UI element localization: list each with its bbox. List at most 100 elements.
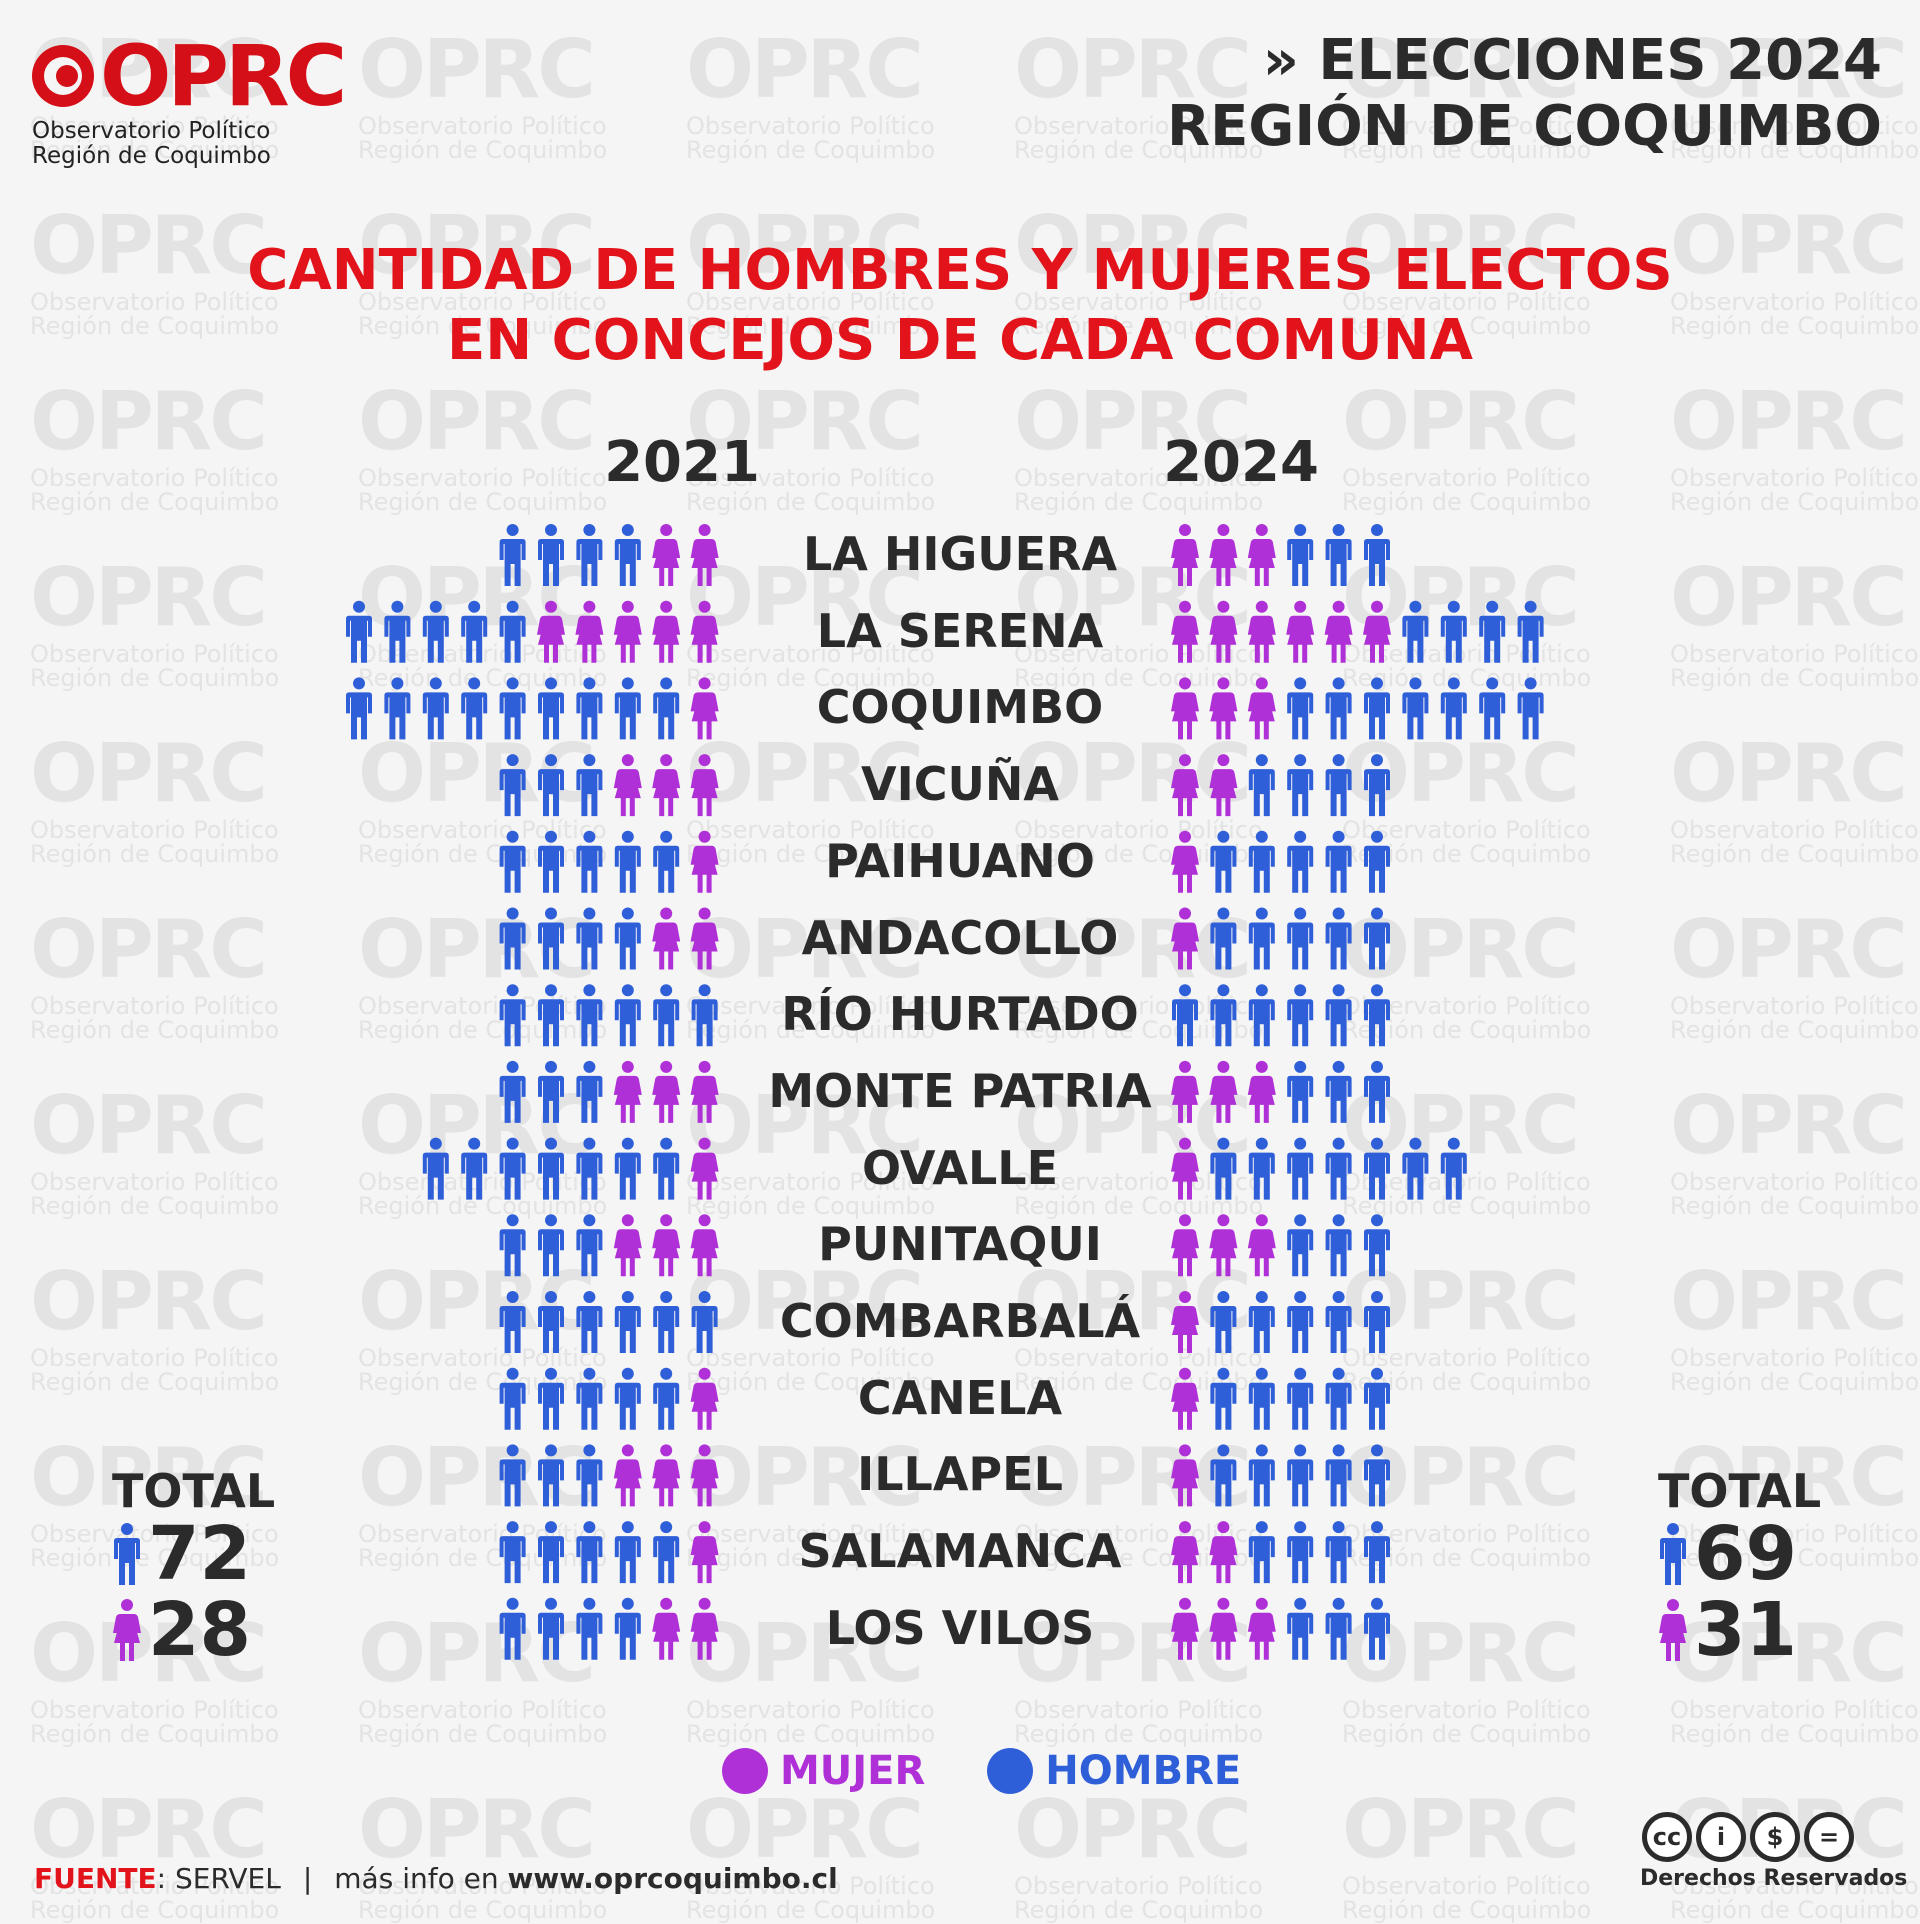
nc-icon: $: [1750, 1812, 1800, 1862]
man-icon: [422, 677, 449, 740]
woman-icon: [690, 600, 719, 663]
man-icon: [1248, 1521, 1275, 1584]
man-icon: [1402, 1137, 1429, 1200]
total-mujeres-2024-row: 31: [1658, 1592, 1821, 1668]
man-icon: [1325, 1214, 1352, 1277]
man-icon: [538, 1214, 564, 1277]
nd-icon: =: [1804, 1812, 1854, 1862]
woman-icon: [652, 1060, 681, 1123]
man-icon: [538, 1060, 564, 1123]
total-2024: TOTAL 69 31: [1658, 1466, 1821, 1668]
man-icon: [1364, 1291, 1390, 1353]
man-icon: [499, 1597, 526, 1660]
chart-title-line1: CANTIDAD DE HOMBRES Y MUJERES ELECTOS: [247, 238, 1673, 303]
man-icon: [614, 830, 641, 893]
man-icon: [538, 524, 564, 586]
total-hombres-2024: 69: [1694, 1511, 1797, 1597]
legend-item-mujer: MUJER: [722, 1748, 925, 1794]
man-icon: [1210, 1137, 1237, 1200]
commune-label: PAIHUANO: [825, 833, 1095, 888]
chart-title-line2: EN CONCEJOS DE CADA COMUNA: [447, 308, 1473, 373]
man-icon: [1325, 984, 1352, 1047]
man-icon: [384, 600, 411, 663]
cc-icon: cc: [1642, 1812, 1692, 1862]
legend-item-hombre: HOMBRE: [987, 1748, 1241, 1794]
website-link[interactable]: www.oprcoquimbo.cl: [507, 1862, 838, 1895]
legend-swatch-hombre: [987, 1748, 1034, 1794]
man-icon: [499, 1521, 526, 1584]
year-header-2021: 2021: [604, 430, 760, 495]
man-icon: [499, 1444, 526, 1507]
woman-icon: [652, 754, 681, 817]
woman-icon: [690, 1521, 719, 1584]
legend-swatch-mujer: [722, 1748, 768, 1794]
man-icon: [114, 1523, 140, 1585]
header-election: » ELECCIONES 2024 REGIÓN DE COQUIMBO: [1167, 28, 1882, 160]
woman-icon: [1247, 1060, 1276, 1123]
woman-icon: [1286, 600, 1315, 663]
man-icon: [653, 830, 680, 893]
man-icon: [538, 1367, 564, 1430]
woman-icon: [1209, 1521, 1238, 1584]
man-icon: [576, 754, 603, 817]
header-line1: » ELECCIONES 2024: [1262, 28, 1882, 93]
man-icon: [691, 984, 718, 1047]
woman-icon: [690, 830, 719, 893]
woman-icon: [652, 1444, 681, 1507]
man-icon: [499, 754, 526, 817]
man-icon: [1364, 1444, 1390, 1507]
man-icon: [1325, 830, 1352, 893]
man-icon: [1325, 1367, 1352, 1430]
woman-icon: [575, 600, 604, 663]
logo-eye-icon: [32, 45, 94, 107]
woman-icon: [1209, 1060, 1238, 1123]
man-icon: [1364, 1060, 1390, 1123]
chart-title: CANTIDAD DE HOMBRES Y MUJERES ELECTOS EN…: [0, 236, 1920, 376]
man-icon: [1364, 754, 1390, 817]
man-icon: [576, 1291, 603, 1353]
man-icon: [499, 830, 526, 893]
man-icon: [1364, 677, 1390, 740]
woman-icon: [1171, 1367, 1199, 1430]
man-icon: [1325, 1291, 1352, 1353]
man-icon: [1248, 907, 1275, 970]
woman-icon: [613, 1060, 642, 1123]
man-icon: [653, 1367, 680, 1430]
man-icon: [1364, 1137, 1390, 1200]
man-icon: [653, 677, 680, 740]
man-icon: [1440, 1137, 1467, 1200]
commune-label: CANELA: [857, 1370, 1063, 1425]
commune-label: ANDACOLLO: [801, 910, 1119, 965]
man-icon: [1440, 677, 1467, 740]
man-icon: [576, 1214, 603, 1277]
man-icon: [653, 1521, 680, 1584]
man-icon: [346, 677, 372, 740]
man-icon: [576, 984, 603, 1047]
woman-icon: [652, 1597, 681, 1660]
total-mujeres-2021-row: 28: [112, 1592, 275, 1668]
woman-icon: [1247, 524, 1276, 586]
woman-icon: [1171, 677, 1199, 740]
woman-icon: [690, 1137, 719, 1200]
man-icon: [1660, 1523, 1686, 1585]
man-icon: [614, 677, 641, 740]
man-icon: [1402, 677, 1429, 740]
woman-icon: [690, 754, 719, 817]
woman-icon: [1171, 1521, 1199, 1584]
man-icon: [1172, 984, 1198, 1047]
woman-icon: [1209, 754, 1238, 817]
commune-label: ILLAPEL: [857, 1447, 1063, 1502]
man-icon: [1479, 677, 1506, 740]
commune-label: COQUIMBO: [816, 680, 1104, 735]
man-icon: [576, 907, 603, 970]
woman-icon: [1209, 524, 1238, 586]
commune-label: MONTE PATRIA: [768, 1063, 1152, 1118]
woman-icon: [1247, 677, 1276, 740]
man-icon: [653, 1137, 680, 1200]
man-icon: [1325, 1060, 1352, 1123]
man-icon: [1402, 600, 1429, 663]
man-icon: [614, 907, 641, 970]
woman-icon: [537, 600, 565, 663]
woman-icon: [652, 524, 681, 586]
logo-subtitle-line2: Región de Coquimbo: [32, 143, 271, 169]
